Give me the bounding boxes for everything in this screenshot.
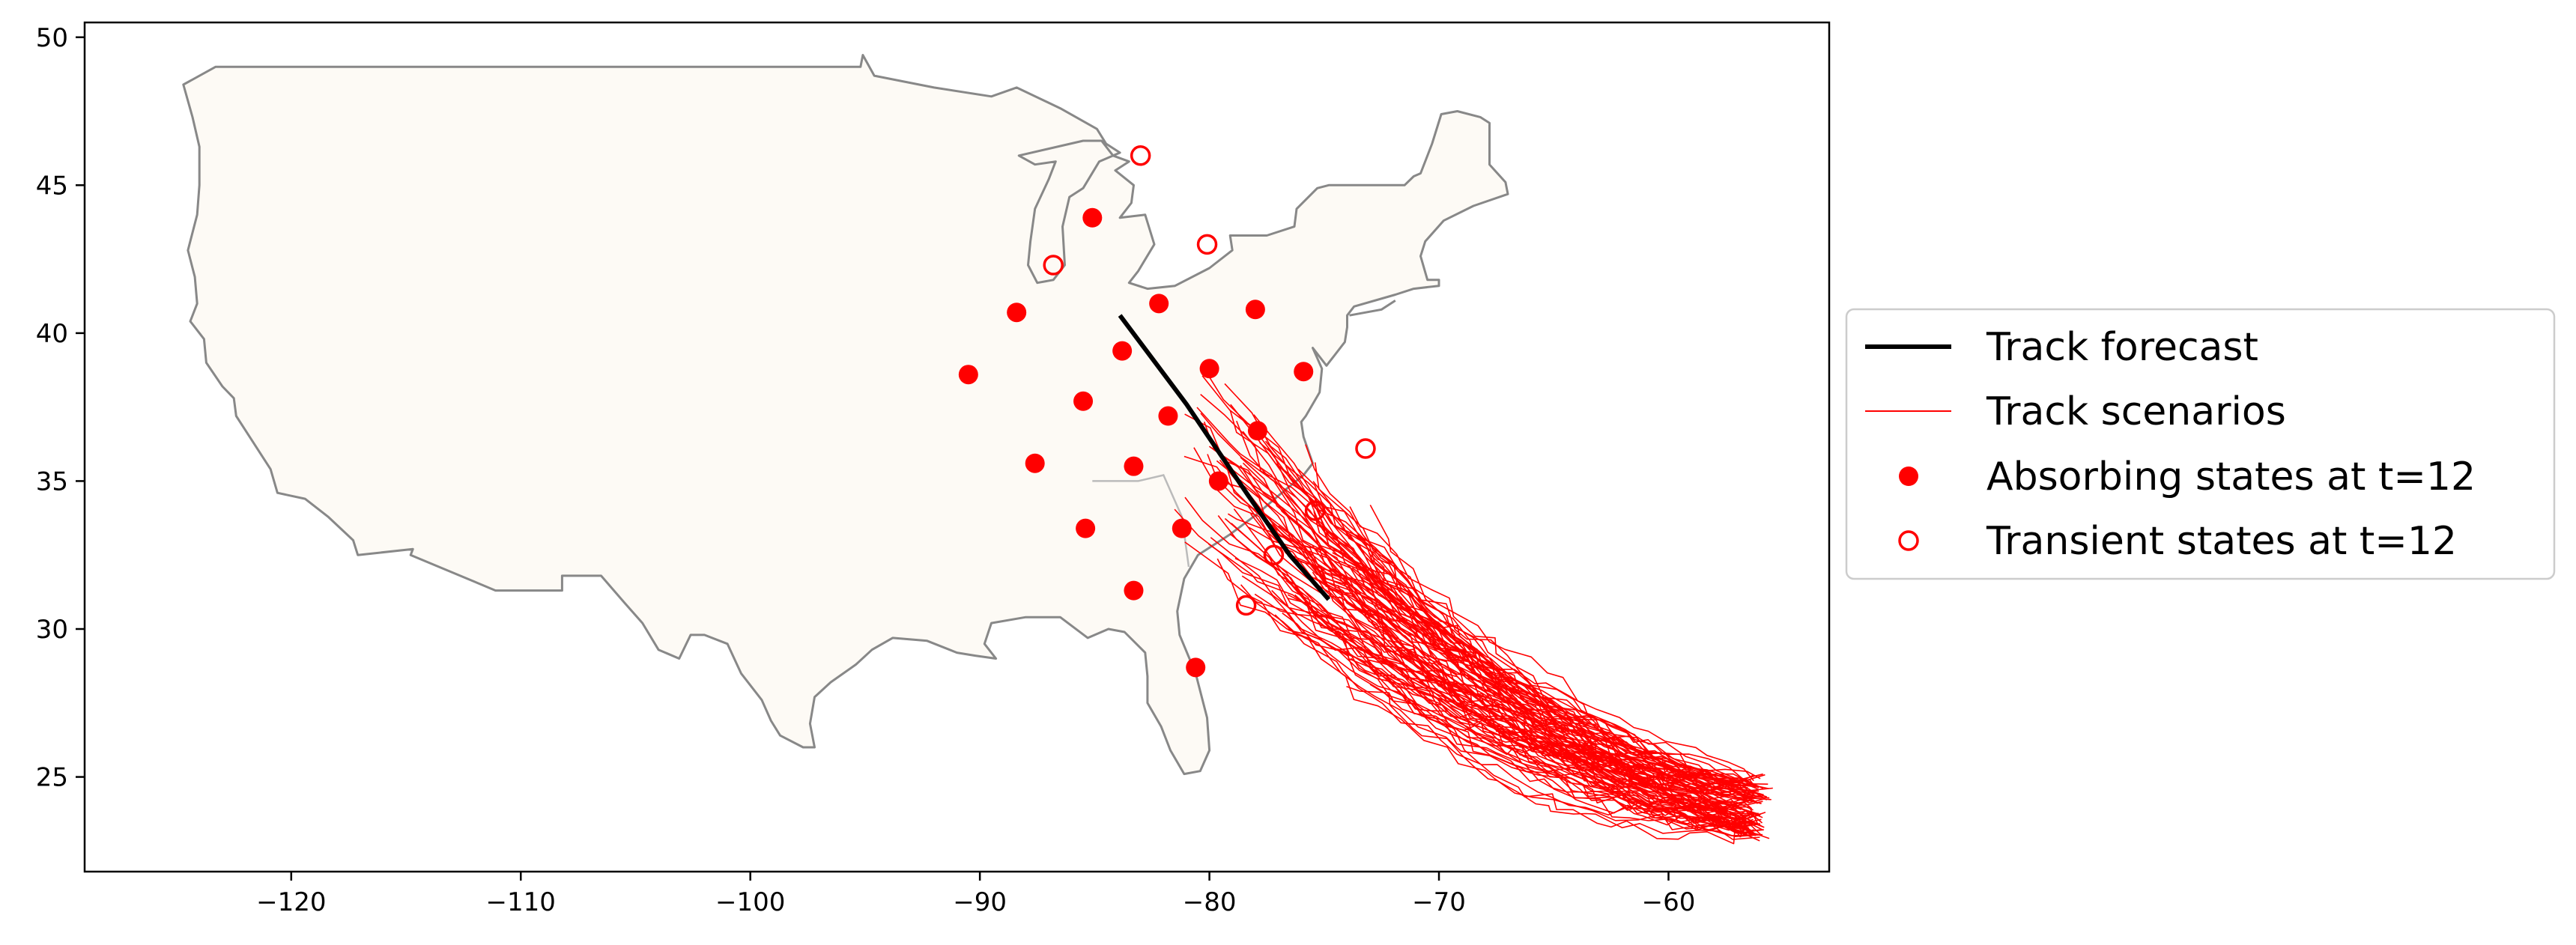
transient-state-point (1130, 145, 1151, 166)
state-points (958, 145, 1376, 678)
legend-label-absorbing: Absorbing states at t=12 (1986, 455, 2476, 499)
track-scenario-line (1248, 526, 1762, 824)
track-scenario-line (1285, 580, 1765, 830)
absorbing-state-point (1149, 294, 1169, 314)
x-tick-label: −100 (715, 887, 785, 917)
long-island-coast (1349, 300, 1396, 317)
absorbing-state-point (1112, 341, 1133, 361)
track-forecast (1118, 314, 1331, 601)
track-scenario-line (1321, 505, 1751, 794)
track-forecast-line (1118, 314, 1331, 601)
track-scenario-line (1282, 491, 1750, 820)
absorbing-state-point (1172, 518, 1192, 538)
legend-box (1845, 308, 2556, 580)
transient-state-point (1355, 438, 1376, 459)
track-scenario-line (1339, 596, 1750, 821)
x-axis: −120 −110 −100 −90 −80 −70 −60 (256, 872, 1695, 917)
transient-state-point (1304, 500, 1326, 521)
us-outline (182, 54, 1509, 776)
legend-transient-swatch (1898, 530, 1919, 551)
absorbing-state-point (1199, 359, 1219, 379)
absorbing-state-point (958, 365, 978, 385)
track-scenario-line (1249, 595, 1754, 831)
track-scenario-line (1253, 414, 1754, 838)
legend-label-forecast: Track forecast (1986, 325, 2258, 370)
y-tick-label: 45 (36, 171, 68, 201)
transient-state-point (1043, 255, 1064, 276)
absorbing-state-point (1124, 456, 1144, 476)
legend: Track forecast Track scenarios Absorbing… (1845, 308, 2556, 580)
track-scenario-line (1350, 657, 1760, 825)
absorbing-state-point (1124, 580, 1144, 601)
track-scenario-line (1314, 462, 1763, 799)
plot-frame (83, 21, 1831, 873)
x-tick-label: −60 (1642, 887, 1696, 917)
x-tick-label: −90 (953, 887, 1007, 917)
x-tick-label: −110 (486, 887, 556, 917)
track-scenario-line (1369, 684, 1753, 834)
track-scenario-line (1240, 584, 1773, 793)
us-map-background (182, 54, 1509, 776)
track-scenario-line (1229, 410, 1760, 788)
track-scenario-line (1216, 558, 1772, 800)
track-scenario-line (1237, 480, 1763, 837)
y-tick-label: 40 (36, 319, 68, 349)
x-tick-label: −80 (1183, 887, 1237, 917)
absorbing-state-point (1247, 421, 1267, 441)
absorbing-state-point (1158, 406, 1178, 426)
track-scenario-line (1224, 517, 1754, 811)
track-scenario-line (1208, 446, 1753, 836)
track-scenario-line (1337, 630, 1757, 845)
absorbing-state-point (1025, 453, 1045, 473)
track-scenario-line (1247, 505, 1754, 797)
legend-label-transient: Transient states at t=12 (1986, 519, 2457, 564)
absorbing-state-point (1186, 657, 1206, 678)
track-scenario-line (1201, 375, 1753, 809)
x-tick-label: −120 (256, 887, 326, 917)
absorbing-state-point (1082, 207, 1103, 228)
y-tick-label: 35 (36, 467, 68, 496)
track-scenarios (1174, 368, 1773, 845)
y-axis: 25 30 35 40 45 50 (36, 23, 85, 793)
transient-state-point (1235, 595, 1257, 616)
y-tick-label: 25 (36, 763, 68, 793)
track-scenario-line (1358, 610, 1763, 797)
absorbing-state-point (1073, 391, 1094, 411)
track-scenario-line (1312, 481, 1766, 819)
absorbing-state-point (1245, 300, 1265, 320)
absorbing-state-point (1208, 471, 1228, 491)
track-scenario-line (1229, 533, 1766, 783)
y-tick-label: 30 (36, 615, 68, 645)
x-tick-label: −70 (1412, 887, 1466, 917)
legend-absorbing-swatch (1899, 467, 1918, 486)
legend-label-scenarios: Track scenarios (1986, 389, 2286, 434)
transient-state-point (1196, 234, 1218, 255)
transient-state-point (1263, 544, 1285, 565)
absorbing-state-point (1007, 303, 1027, 323)
track-scenario-line (1217, 515, 1752, 797)
absorbing-state-point (1294, 362, 1314, 382)
absorbing-state-point (1076, 518, 1096, 538)
track-scenario-line (1259, 442, 1759, 824)
track-scenario-line (1242, 431, 1770, 799)
y-tick-label: 50 (36, 23, 68, 53)
